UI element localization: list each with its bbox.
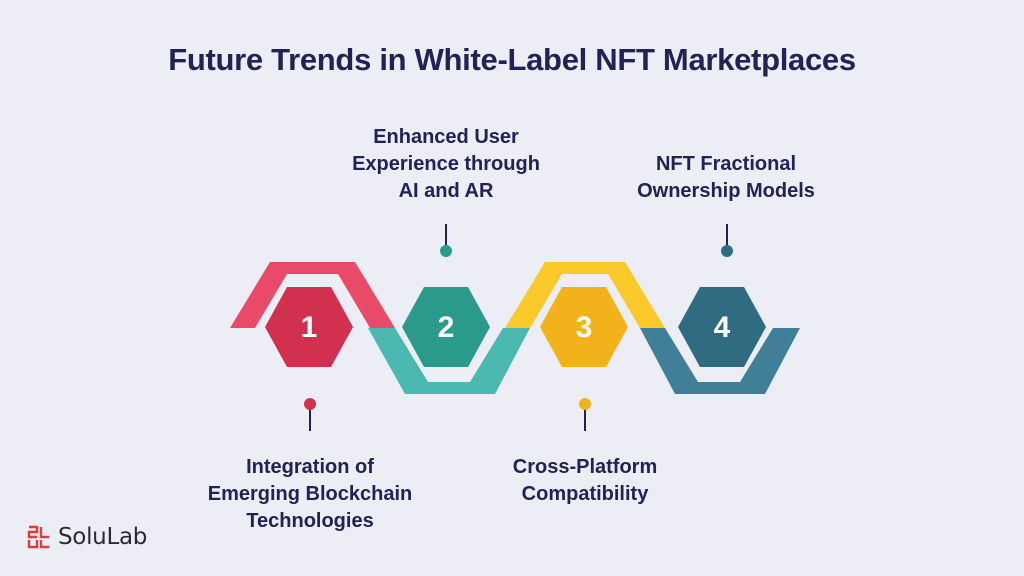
- step-2-hexagon: 2: [402, 287, 490, 367]
- step-1-pin: [304, 398, 316, 431]
- ribbon-segment-1: [230, 262, 395, 328]
- step-1-hexagon: 1: [265, 287, 353, 367]
- solulab-logo-icon: [27, 525, 49, 549]
- step-4-number: 4: [714, 311, 731, 344]
- ribbon-segment-2: [368, 328, 530, 394]
- step-3-label: Cross-Platform Compatibility: [512, 456, 658, 505]
- ribbon-segment-3: [505, 262, 665, 328]
- step-2-number: 2: [438, 311, 455, 344]
- step-4-pin: [721, 224, 733, 257]
- ribbon-segment-4: [640, 328, 800, 394]
- step-2-label: Enhanced User Experience through AI and …: [352, 126, 540, 202]
- brand-name: SoluLab: [58, 524, 148, 550]
- step-4-label: NFT Fractional Ownership Models: [637, 153, 815, 202]
- step-3-number: 3: [576, 311, 593, 344]
- step-2-pin: [440, 224, 452, 257]
- step-4-hexagon: 4: [678, 287, 766, 367]
- step-3-hexagon: 3: [540, 287, 628, 367]
- step-3-pin: [579, 398, 591, 431]
- brand-logo: SoluLab: [27, 522, 147, 552]
- page-title: Future Trends in White-Label NFT Marketp…: [168, 42, 856, 77]
- step-1-label: Integration of Emerging Blockchain Techn…: [207, 456, 413, 532]
- step-1-number: 1: [301, 311, 318, 344]
